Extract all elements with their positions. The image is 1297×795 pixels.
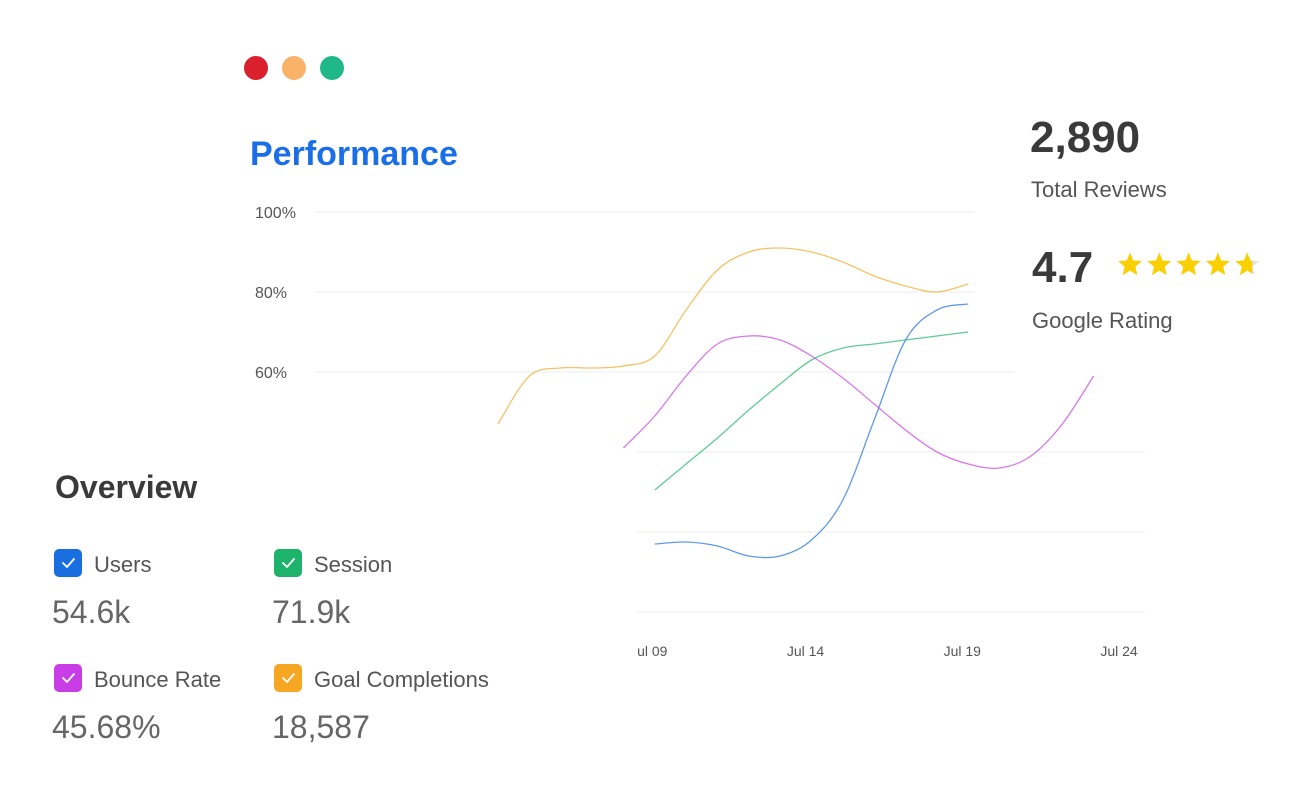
window-close-dot (244, 56, 268, 80)
window-minimize-dot (282, 56, 306, 80)
lines (497, 247, 1095, 559)
series-checkbox (54, 549, 82, 577)
series-name: Users (94, 552, 151, 577)
checkmark (62, 673, 75, 683)
rating-caption: Google Rating (1032, 308, 1173, 333)
series-checkbox (274, 664, 302, 692)
series-name: Bounce Rate (94, 667, 221, 692)
x-tick-label: Jul 24 (1100, 643, 1138, 659)
x-tick-label: Jul 09 (630, 643, 668, 659)
chart-title: Performance (250, 135, 458, 173)
rating-stars (1118, 252, 1260, 276)
rating-value: 4.7 (1032, 243, 1093, 292)
series-total: 18,587 (272, 709, 370, 745)
overview-items: Users 54.6k Session 71.9k Bounce Rate 45.68% G… (52, 549, 489, 745)
series-line (622, 335, 1095, 469)
star (1206, 252, 1230, 276)
y-tick-label: 80% (255, 285, 287, 302)
x-axis: Jul 09 Jul 14 Jul 19 Jul 24 (630, 643, 1138, 659)
grid: 60% 80% 100% (255, 205, 1145, 613)
series-total: 71.9k (272, 594, 351, 630)
star (1176, 252, 1201, 276)
total-reviews-caption: Total Reviews (1031, 177, 1167, 202)
series-checkbox (274, 549, 302, 577)
series-line (654, 303, 969, 559)
series-checkbox (54, 664, 82, 692)
series-name: Session (314, 552, 392, 577)
total-reviews-value: 2,890 (1030, 113, 1140, 162)
series-total: 45.68% (52, 709, 161, 745)
star (1147, 252, 1172, 276)
star (1118, 252, 1142, 276)
y-tick-label: 100% (255, 205, 296, 222)
x-tick-label: Jul 19 (944, 643, 982, 659)
series-line (654, 331, 969, 491)
y-tick-label: 60% (255, 365, 287, 382)
checkmark (282, 558, 295, 568)
series-line (497, 247, 969, 425)
x-tick-label: Jul 14 (787, 643, 825, 659)
window-zoom-dot (320, 56, 344, 80)
checkmark (282, 673, 295, 683)
series-total: 54.6k (52, 594, 131, 630)
star (1235, 252, 1253, 276)
overview-title: Overview (55, 469, 197, 505)
checkmark (62, 558, 75, 568)
series-name: Goal Completions (314, 667, 489, 692)
